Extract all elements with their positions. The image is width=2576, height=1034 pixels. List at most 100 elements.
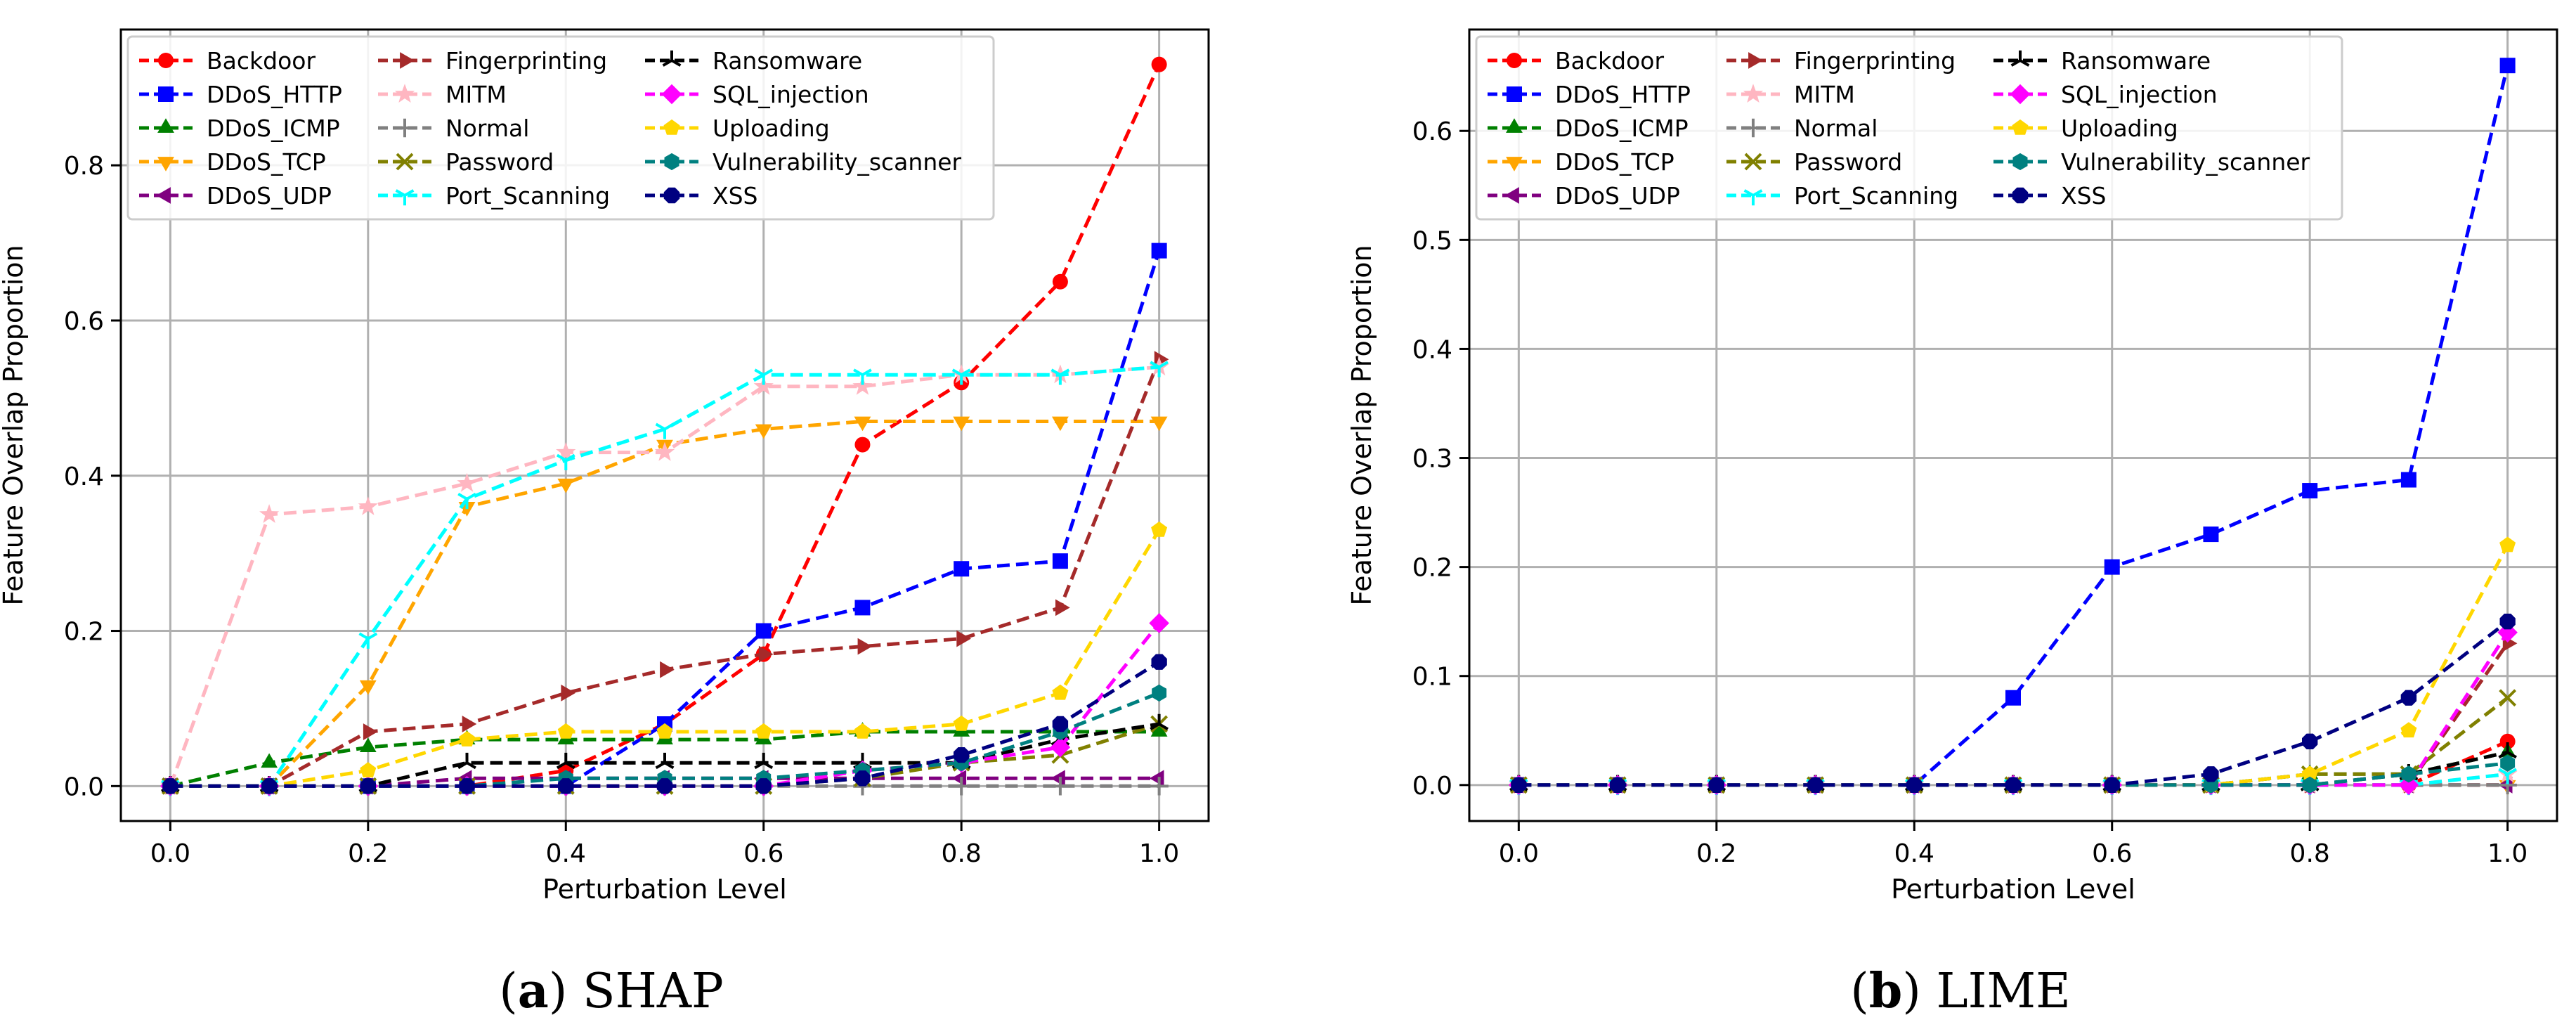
panel-b-legend-marker-ddos-udp	[1504, 187, 1519, 204]
panel-b-point-vulnerability-scanner	[2500, 754, 2516, 772]
panel-b-point-xss	[2400, 690, 2417, 706]
panel-b-line-fingerprinting	[1518, 642, 2509, 787]
panel-a-legend-item-ddos-tcp: DDoS_TCP	[139, 148, 326, 176]
panel-a-point-xss	[854, 770, 871, 787]
panel-b-legend-marker-xss	[2012, 187, 2029, 204]
panel-a-point-uploading	[459, 731, 476, 747]
panel-b-chart: 0.0 0.2 0.4 0.6 0.8 1.0 0.0 0.1 0.2 0.3 0.4 0.5 0.6 P…	[1346, 28, 2558, 905]
panel-a-legend-marker-ddos-icmp	[157, 118, 174, 133]
panel-b-ytick-label: 0.3	[1412, 445, 1452, 474]
panel-a-point-xss	[656, 778, 673, 794]
panel-a-point-ddos-http	[954, 561, 970, 577]
panel-b-series-fingerprinting	[1514, 635, 2518, 794]
panel-a-point-ddos-tcp	[1052, 416, 1069, 432]
panel-a-legend-item-vulnerability-scanner: Vulnerability_scanner	[645, 148, 962, 176]
panel-a-xtick-label: 0.4	[546, 839, 586, 868]
panel-b-legend-marker-ddos-icmp	[1506, 118, 1523, 133]
panel-a-point-mitm	[753, 376, 774, 395]
panel-b-point-xss	[2302, 733, 2318, 749]
panel-b-legend-item-normal: Normal	[1726, 115, 1878, 142]
panel-b-point-xss	[2203, 766, 2219, 782]
panel-a-legend-marker-password	[396, 153, 414, 171]
panel-b-point-vulnerability-scanner	[2401, 765, 2416, 783]
panel-a-point-fingerprinting	[1055, 599, 1070, 616]
panel-a-point-ddos-icmp	[1150, 722, 1168, 737]
panel-a-legend-marker-ransomware	[662, 50, 682, 67]
panel-a-point-backdoor	[854, 437, 871, 453]
panel-a-point-uploading	[557, 723, 574, 739]
panel-b-legend-label-password: Password	[1794, 148, 1902, 176]
panel-a-legend-item-ddos-udp: DDoS_UDP	[139, 182, 332, 209]
panel-a-point-fingerprinting	[956, 630, 971, 647]
panel-a-xtick-label: 0.2	[348, 839, 388, 868]
panel-a-xtick-label: 1.0	[1139, 839, 1179, 868]
panel-a-legend-item-fingerprinting: Fingerprinting	[378, 47, 607, 75]
panel-b-legend-item-ddos-tcp: DDoS_TCP	[1488, 148, 1674, 176]
panel-a-point-mitm	[654, 441, 675, 461]
panel-b-point-sql-injection	[2398, 775, 2419, 796]
panel-b-ytick-label: 0.2	[1412, 554, 1452, 583]
panel-a-legend-label-vulnerability-scanner: Vulnerability_scanner	[713, 148, 962, 176]
panel-b-legend-label-ransomware: Ransomware	[2061, 47, 2211, 75]
panel-b-legend-marker-sql-injection	[2010, 84, 2031, 105]
panel-b-xtick-label: 0.4	[1894, 839, 1934, 868]
panel-b-legend-label-mitm: MITM	[1794, 81, 1855, 108]
panel-a-legend-marker-uploading	[663, 119, 680, 135]
panel-a-point-mitm	[556, 441, 576, 461]
panel-a-point-mitm	[358, 496, 378, 515]
panel-a-point-port-scanning	[655, 422, 675, 439]
panel-b-legend-item-ddos-udp: DDoS_UDP	[1488, 182, 1680, 209]
panel-b-legend: Backdoor DDoS_HTTP DDoS_ICMP DDoS_TCP DDoS_U…	[1475, 35, 2343, 221]
panel-a-point-ddos-icmp	[261, 753, 278, 768]
panel-a-point-uploading	[656, 723, 673, 739]
panel-a-legend-item-uploading: Uploading	[645, 115, 830, 142]
panel-a-legend-label-backdoor: Backdoor	[207, 47, 316, 75]
panel-a-point-ddos-tcp	[1150, 416, 1168, 432]
panel-a-legend-label-uploading: Uploading	[713, 115, 830, 142]
panel-a-legend: Backdoor DDoS_HTTP DDoS_ICMP DDoS_TCP DDoS_U…	[126, 35, 995, 221]
panel-a-legend-item-sql-injection: SQL_injection	[645, 81, 869, 108]
panel-b-point-xss	[1511, 777, 1527, 793]
panel-b-legend-label-backdoor: Backdoor	[1555, 47, 1664, 75]
panel-a-ylabel: Feature Overlap Proportion	[0, 245, 29, 605]
panel-b-ytick-label: 0.6	[1412, 117, 1452, 146]
panel-a-point-normal	[1150, 777, 1169, 796]
panel-a-legend-item-ddos-http: DDoS_HTTP	[139, 81, 342, 108]
panel-a-legend-marker-backdoor	[158, 53, 174, 68]
panel-a-legend-item-mitm: MITM	[378, 81, 507, 108]
panel-a-point-ddos-http	[755, 623, 772, 639]
panel-b-axes-frame	[1468, 28, 2558, 822]
caption-b: (b) LIME	[1850, 963, 2071, 1019]
panel-b-point-ddos-http	[2302, 483, 2318, 499]
panel-b-line-sql-injection	[1518, 631, 2509, 787]
panel-a-legend-marker-ddos-http	[158, 86, 174, 102]
panel-b-legend-item-ransomware: Ransomware	[1993, 47, 2211, 75]
panel-a-legend-marker-sql-injection	[661, 84, 682, 105]
panel-b-point-uploading	[2301, 765, 2318, 782]
panel-b-legend-marker-ddos-tcp	[1506, 157, 1523, 172]
panel-a-point-port-scanning	[457, 492, 476, 510]
panel-a-legend-label-mitm: MITM	[445, 81, 507, 108]
panel-b-legend-item-sql-injection: SQL_injection	[1993, 81, 2218, 108]
panel-a-point-ddos-tcp	[755, 424, 772, 439]
panel-b-point-backdoor	[2499, 733, 2516, 749]
panel-b-series-xss	[1511, 614, 2516, 793]
panel-b-ytick-label: 0.1	[1412, 663, 1452, 692]
panel-b-legend-item-password: Password	[1726, 148, 1902, 176]
panel-a-point-ddos-tcp	[854, 416, 871, 432]
panel-a-point-ddos-udp	[1050, 770, 1065, 787]
panel-a-point-fingerprinting	[462, 716, 477, 732]
caption-b-letter: b	[1868, 963, 1903, 1019]
panel-a-point-uploading	[953, 715, 970, 731]
panel-b-point-uploading	[2499, 536, 2516, 552]
panel-a-legend-label-port-scanning: Port_Scanning	[445, 182, 610, 209]
panel-b-point-password	[2499, 689, 2517, 707]
panel-a-point-port-scanning	[951, 368, 971, 385]
panel-b-legend-item-xss: XSS	[1993, 182, 2107, 209]
panel-b-legend-marker-ddos-http	[1507, 86, 1522, 102]
panel-b-legend-marker-ransomware	[2010, 50, 2030, 67]
panel-b-point-xss	[2499, 614, 2516, 630]
panel-a-legend-marker-port-scanning	[395, 189, 415, 206]
panel-a-legend-label-fingerprinting: Fingerprinting	[445, 47, 607, 75]
panel-b-point-xss	[2104, 777, 2120, 793]
